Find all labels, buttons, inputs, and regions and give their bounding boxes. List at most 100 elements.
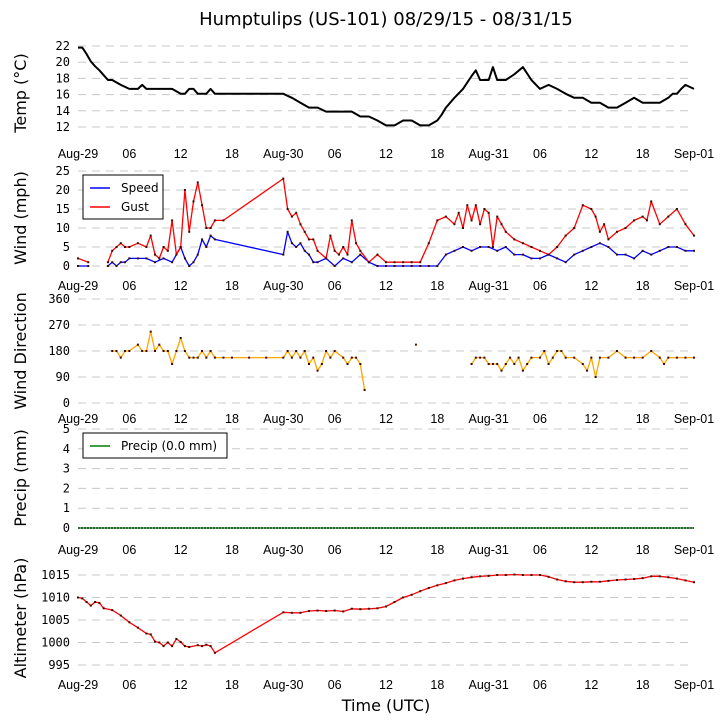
data-marker [128, 350, 131, 352]
data-marker [87, 265, 90, 267]
data-marker [684, 356, 687, 359]
data-marker [675, 246, 678, 248]
data-marker [141, 350, 144, 352]
data-marker [286, 230, 289, 233]
x-tick-label: Aug-30 [263, 678, 303, 692]
y-tick-label: 360 [48, 292, 70, 306]
data-marker [616, 350, 618, 352]
data-marker [303, 249, 306, 252]
data-marker [564, 261, 567, 264]
y-tick-label: 22 [56, 39, 70, 53]
data-marker [462, 577, 464, 580]
data-marker [393, 261, 396, 264]
data-marker [154, 253, 156, 256]
data-marker [111, 350, 114, 352]
data-marker [641, 577, 644, 580]
data-marker [693, 356, 695, 359]
y-tick-label: 0 [63, 259, 70, 273]
series-speed [77, 230, 695, 267]
data-marker [325, 610, 328, 612]
data-marker [547, 253, 550, 256]
data-marker [586, 369, 589, 372]
data-marker [607, 356, 610, 359]
y-tick-label: 90 [56, 370, 70, 384]
data-marker [573, 227, 576, 229]
x-tick-label: Aug-31 [469, 543, 509, 557]
y-tick-label: 20 [56, 183, 70, 197]
y-tick-label: 18 [56, 71, 70, 85]
data-marker [312, 238, 315, 241]
data-marker [98, 601, 101, 604]
legend-box [82, 174, 164, 220]
data-marker [124, 246, 127, 248]
x-tick-label: 18 [430, 147, 444, 161]
data-marker [693, 249, 695, 252]
x-tick-label: 06 [122, 543, 136, 557]
y-tick-label: 270 [48, 318, 70, 332]
data-marker [154, 350, 156, 352]
data-marker [115, 265, 118, 267]
data-marker [444, 215, 447, 218]
data-marker [355, 242, 358, 245]
data-marker [205, 356, 208, 359]
data-marker [201, 645, 204, 648]
data-marker [470, 219, 473, 222]
data-marker [166, 641, 169, 644]
x-tick-label: Aug-31 [469, 147, 509, 161]
y-tick-label: 1 [63, 501, 70, 515]
data-marker [633, 219, 636, 222]
data-marker [196, 181, 199, 184]
data-marker [290, 356, 293, 359]
data-marker [303, 230, 306, 233]
data-marker [496, 249, 499, 252]
data-marker [119, 614, 122, 617]
data-marker [337, 253, 340, 256]
data-marker [474, 204, 477, 207]
data-marker [633, 257, 636, 260]
data-marker [667, 356, 670, 359]
data-marker [491, 246, 494, 248]
data-marker [607, 579, 610, 582]
x-tick-label: 12 [379, 412, 393, 426]
data-marker [684, 579, 687, 582]
x-tick-label: 18 [225, 678, 239, 692]
data-marker [111, 609, 114, 612]
data-marker [359, 253, 362, 256]
data-marker [650, 253, 653, 256]
data-marker [487, 363, 490, 365]
data-marker [581, 249, 584, 252]
data-marker [504, 246, 507, 248]
data-marker [556, 246, 559, 248]
x-tick-label: Sep-01 [674, 279, 714, 293]
legend-label: Gust [121, 200, 149, 214]
y-tick-label: 12 [56, 120, 70, 134]
data-marker [312, 356, 315, 359]
data-marker [162, 246, 165, 248]
data-marker [128, 257, 131, 260]
y-axis-label: Wind Direction [11, 292, 30, 410]
data-marker [329, 234, 332, 237]
data-marker [179, 246, 182, 248]
data-marker [667, 215, 670, 218]
data-marker [299, 611, 302, 614]
data-marker [453, 579, 456, 582]
y-tick-label: 5 [63, 240, 70, 254]
x-tick-label: 06 [122, 412, 136, 426]
x-tick-label: 12 [379, 279, 393, 293]
data-marker [213, 238, 216, 241]
x-tick-label: 18 [430, 279, 444, 293]
data-marker [410, 261, 413, 264]
x-tick-label: 18 [430, 412, 444, 426]
data-marker [183, 257, 186, 260]
x-tick-label: 06 [122, 678, 136, 692]
data-marker [192, 200, 195, 203]
x-tick-label: 12 [379, 147, 393, 161]
data-marker [299, 242, 302, 245]
data-marker [128, 246, 131, 248]
x-tick-label: 18 [225, 412, 239, 426]
data-marker [427, 587, 430, 590]
data-marker [598, 230, 601, 233]
x-tick-label: Aug-30 [263, 279, 303, 293]
data-marker [316, 369, 319, 372]
